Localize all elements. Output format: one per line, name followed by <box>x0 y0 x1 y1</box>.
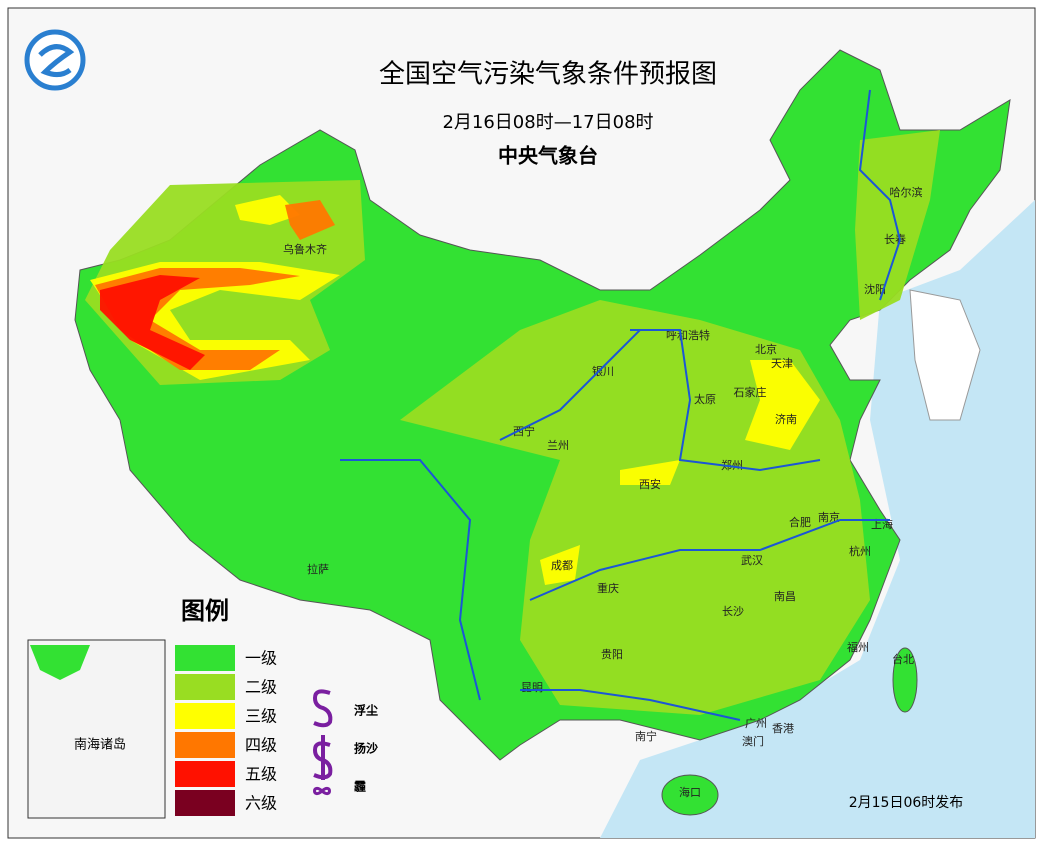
city-label: 广州 <box>745 717 767 730</box>
city-label: 合肥 <box>789 515 811 529</box>
legend-swatch <box>175 645 235 671</box>
pollution-zone <box>400 300 870 715</box>
city-label: 沈阳 <box>864 282 886 296</box>
city-label: 天津 <box>771 357 793 370</box>
city-label: 北京 <box>755 342 777 356</box>
legend-label: 二级 <box>245 678 277 697</box>
city-label: 西安 <box>639 477 661 491</box>
pollution-zone <box>620 460 680 485</box>
agency: 中央气象台 <box>498 144 598 168</box>
city-label: 贵阳 <box>601 648 623 661</box>
legend-label: 一级 <box>245 649 277 668</box>
logo-mark <box>38 44 75 78</box>
city-label: 太原 <box>694 393 716 406</box>
pollution-zone <box>235 195 300 225</box>
city-label: 银川 <box>592 364 614 378</box>
city-label: 长沙 <box>722 605 744 618</box>
city-label: 南宁 <box>635 729 657 743</box>
city-label: 郑州 <box>721 458 743 472</box>
city-label: 武汉 <box>741 554 763 567</box>
island-fill <box>892 647 918 713</box>
pollution-zone <box>745 360 820 450</box>
pollution-zone <box>855 130 940 320</box>
city-label: 长春 <box>884 233 906 246</box>
period: 2月16日08时—17日08时 <box>442 112 653 133</box>
city-label: 重庆 <box>597 581 619 595</box>
legend-label: 五级 <box>245 765 277 784</box>
symbol-label: 霾 <box>354 780 366 794</box>
haze-symbol <box>313 786 331 796</box>
city-label: 台北 <box>892 652 914 666</box>
city-label: 拉萨 <box>307 562 329 576</box>
city-label: 乌鲁木齐 <box>283 242 327 256</box>
legend-label: 六级 <box>245 794 277 813</box>
inset: 南海诸岛 <box>27 639 166 819</box>
city-label: 呼和浩特 <box>666 328 710 342</box>
city-label: 西宁 <box>513 424 535 438</box>
city-label: 杭州 <box>849 544 871 558</box>
city-label: 海口 <box>679 785 701 799</box>
city-label: 济南 <box>775 412 797 426</box>
legend-swatch <box>175 703 235 729</box>
inset-land <box>30 645 90 680</box>
sand-symbol <box>312 735 333 780</box>
legend-swatch <box>175 761 235 787</box>
legend-swatch <box>175 674 235 700</box>
city-label: 澳门 <box>742 734 764 748</box>
legend-title: 图例 <box>181 597 229 625</box>
city-label: 昆明 <box>521 681 543 694</box>
city-label: 成都 <box>551 559 573 572</box>
city-label: 石家庄 <box>734 385 767 399</box>
issued: 2月15日06时发布 <box>849 795 964 811</box>
legend-label: 三级 <box>245 707 277 726</box>
pollution-zone <box>540 545 580 585</box>
city-label: 香港 <box>772 722 794 735</box>
legend-label: 四级 <box>245 736 277 755</box>
city-label: 南昌 <box>774 590 796 603</box>
title: 全国空气污染气象条件预报图 <box>379 60 717 90</box>
city-label: 兰州 <box>547 439 569 452</box>
city-label: 南京 <box>818 510 840 524</box>
legend-swatch <box>175 790 235 816</box>
pollution-zone <box>100 275 205 370</box>
symbol-label: 扬沙 <box>354 741 378 756</box>
legend-swatch <box>175 732 235 758</box>
island-fill <box>661 774 719 816</box>
pollution-zone <box>285 200 335 240</box>
city-label: 福州 <box>847 640 869 654</box>
korea <box>909 289 981 421</box>
city-label: 哈尔滨 <box>890 185 923 199</box>
inset-label: 南海诸岛 <box>74 737 126 753</box>
dust-symbol <box>312 689 333 728</box>
rivers <box>340 89 902 721</box>
symbol-label: 浮尘 <box>354 703 378 718</box>
